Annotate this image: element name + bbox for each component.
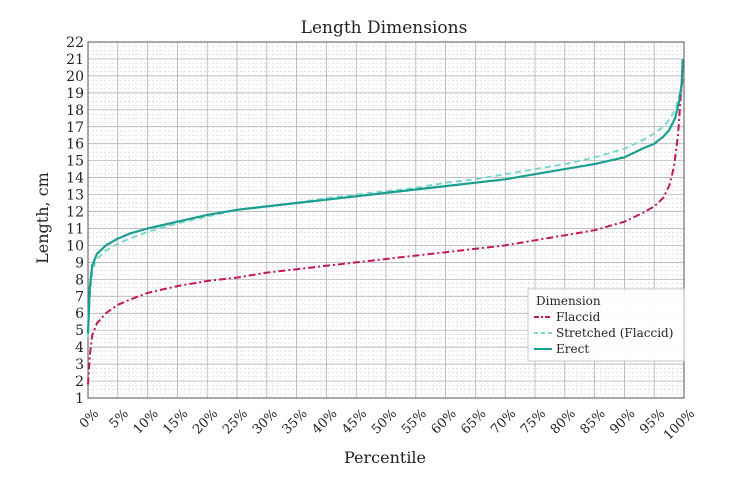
x-axis-ticks: 0% 5%10%15%20%25%30%35%40%45%50%55%60%65%… (77, 406, 698, 443)
legend-label: Erect (556, 342, 589, 356)
x-tick-label: 5% (107, 406, 132, 431)
x-tick-label: 80% (548, 406, 579, 437)
y-tick-label: 18 (66, 103, 84, 119)
y-tick-label: 13 (66, 188, 84, 204)
y-tick-label: 4 (75, 340, 84, 356)
y-tick-label: 11 (66, 221, 84, 237)
y-tick-label: 19 (66, 86, 84, 102)
chart-title: Length Dimensions (301, 18, 468, 38)
x-tick-label: 75% (518, 406, 549, 437)
x-tick-label: 55% (399, 406, 430, 437)
y-tick-label: 14 (66, 171, 84, 187)
y-tick-label: 5 (75, 323, 84, 339)
series-line-0 (87, 75, 684, 385)
plot-frame (87, 41, 685, 399)
y-tick-label: 6 (75, 306, 84, 322)
y-tick-label: 17 (66, 120, 84, 136)
legend-label: Flaccid (556, 310, 601, 324)
y-tick-label: 3 (75, 357, 84, 373)
y-axis-label: Length, cm (33, 172, 52, 264)
y-tick-label: 10 (66, 238, 84, 254)
y-tick-label: 7 (75, 289, 84, 305)
series-line-1 (87, 84, 684, 338)
x-tick-label: 30% (250, 406, 281, 437)
x-tick-label: 90% (607, 406, 638, 437)
legend-label: Stretched (Flaccid) (556, 326, 673, 340)
x-tick-label: 85% (578, 406, 609, 437)
y-tick-label: 12 (66, 205, 84, 221)
x-tick-label: 70% (488, 406, 519, 437)
x-tick-label: 10% (131, 406, 162, 437)
y-tick-label: 2 (75, 374, 84, 390)
y-tick-label: 16 (66, 137, 84, 153)
x-tick-label: 20% (190, 406, 221, 437)
x-tick-label: 45% (339, 406, 370, 437)
x-tick-label: 65% (458, 406, 489, 437)
y-tick-label: 1 (75, 391, 84, 407)
y-tick-label: 22 (66, 35, 84, 51)
x-axis-label: Percentile (344, 448, 426, 467)
x-tick-label: 0% (77, 406, 102, 431)
x-tick-label: 40% (309, 406, 340, 437)
y-tick-label: 20 (66, 69, 84, 85)
y-tick-label: 9 (75, 255, 84, 271)
legend-box (527, 288, 685, 362)
x-tick-label: 25% (220, 406, 251, 437)
y-tick-label: 8 (75, 272, 84, 288)
y-tick-label: 21 (66, 52, 84, 68)
legend: Dimension Flaccid Stretched (Flaccid) Erec… (527, 288, 685, 362)
series-lines (86, 58, 684, 385)
x-tick-label: 100% (661, 406, 698, 443)
x-tick-label: 15% (160, 406, 191, 437)
x-tick-label: 35% (280, 406, 311, 437)
legend-title: Dimension (536, 294, 601, 308)
x-tick-label: 50% (369, 406, 400, 437)
x-tick-label: 60% (429, 406, 460, 437)
series-line-2 (86, 58, 684, 334)
y-tick-label: 15 (66, 154, 84, 170)
